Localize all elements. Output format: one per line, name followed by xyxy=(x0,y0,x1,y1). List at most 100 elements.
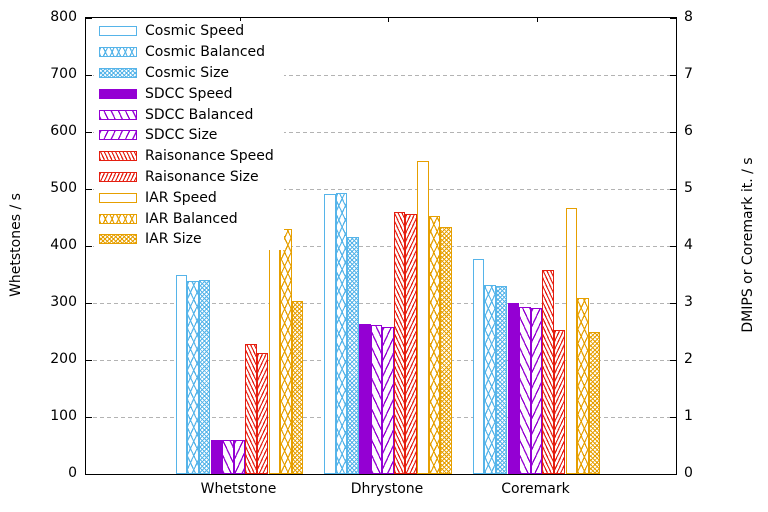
gridline-600 xyxy=(86,132,676,133)
legend-item-sdcc-speed: SDCC Speed xyxy=(99,83,274,104)
legend-item-sdcc-balanced: SDCC Balanced xyxy=(99,104,274,125)
gridline-500 xyxy=(86,189,676,190)
left-axis-tick-500 xyxy=(86,189,92,190)
y-axis-tick-label: 400 xyxy=(50,237,77,253)
bar-raisonance-size-dhrystone xyxy=(405,214,417,474)
y-axis-tick-label: 800 xyxy=(50,9,77,25)
bar-iar-speed-whetstone xyxy=(268,214,281,474)
legend-item-cosmic-speed: Cosmic Speed xyxy=(99,21,274,42)
plot-area: Cosmic Speed Cosmic Balanced Cosmic Size SD… xyxy=(85,17,677,475)
legend-swatch-cosmic-size xyxy=(99,67,137,78)
bar-cosmic-speed-whetstone xyxy=(175,275,188,474)
legend-swatch-sdcc-speed xyxy=(99,88,137,99)
gridline-300 xyxy=(86,303,676,304)
left-axis-tick-200 xyxy=(86,360,92,361)
bar-sdcc-speed-dhrystone xyxy=(359,323,371,474)
bar-raisonance-speed-coremark xyxy=(542,269,554,474)
bar-cosmic-speed-coremark xyxy=(472,259,485,474)
left-axis-tick-600 xyxy=(86,132,92,133)
x-tick-top-whetstone xyxy=(239,18,241,22)
y-axis-tick-label: 200 xyxy=(50,351,77,367)
legend-label-raisonance-size: Raisonance Size xyxy=(145,168,259,185)
gridline-400 xyxy=(86,246,676,247)
left-axis-tick-0 xyxy=(86,474,92,475)
y-axis-tick-label: 500 xyxy=(50,180,77,196)
legend-label-iar-balanced: IAR Balanced xyxy=(145,210,238,227)
y2-axis-tick-label: 3 xyxy=(684,294,693,310)
bar-sdcc-speed-whetstone xyxy=(210,439,223,474)
y-axis-tick-label: 700 xyxy=(50,66,77,82)
bar-cosmic-size-dhrystone xyxy=(347,237,359,474)
bar-iar-size-whetstone xyxy=(291,301,304,474)
bar-iar-speed-dhrystone xyxy=(417,160,429,474)
bar-cosmic-balanced-whetstone xyxy=(187,280,199,474)
bar-raisonance-speed-whetstone xyxy=(245,344,257,474)
bar-sdcc-size-dhrystone xyxy=(382,326,394,474)
legend-item-iar-balanced: IAR Balanced xyxy=(99,208,274,229)
x-axis-label-whetstone: Whetstone xyxy=(200,481,277,497)
bar-iar-size-dhrystone xyxy=(440,227,452,474)
right-axis-tick-5 xyxy=(670,189,676,190)
bar-raisonance-speed-dhrystone xyxy=(393,212,406,474)
right-axis-tick-7 xyxy=(670,75,676,76)
left-axis-tick-800 xyxy=(86,18,92,19)
bar-raisonance-size-whetstone xyxy=(256,353,269,474)
legend-label-cosmic-balanced: Cosmic Balanced xyxy=(145,44,266,61)
bar-sdcc-balanced-whetstone xyxy=(222,439,234,474)
legend-swatch-iar-balanced xyxy=(99,213,137,224)
y2-axis-tick-label: 6 xyxy=(684,123,693,139)
legend-swatch-raisonance-speed xyxy=(99,151,137,162)
right-axis-tick-1 xyxy=(670,417,676,418)
bar-iar-balanced-whetstone xyxy=(280,229,292,474)
y2-axis-tick-label: 0 xyxy=(684,465,693,481)
left-axis-tick-100 xyxy=(86,417,92,418)
legend-swatch-sdcc-size xyxy=(99,130,137,141)
bar-cosmic-size-whetstone xyxy=(198,279,211,474)
legend-item-cosmic-size: Cosmic Size xyxy=(99,63,274,84)
legend-swatch-raisonance-size xyxy=(99,171,137,182)
legend-item-iar-speed: IAR Speed xyxy=(99,187,274,208)
y-axis-tick-label: 300 xyxy=(50,294,77,310)
legend: Cosmic Speed Cosmic Balanced Cosmic Size SD… xyxy=(94,21,284,250)
legend-item-raisonance-speed: Raisonance Speed xyxy=(99,146,274,167)
legend-swatch-cosmic-speed xyxy=(99,26,137,37)
bar-cosmic-balanced-coremark xyxy=(484,285,496,474)
bar-sdcc-size-coremark xyxy=(530,307,543,474)
y2-axis-tick-label: 8 xyxy=(684,9,693,25)
bar-iar-speed-coremark xyxy=(565,208,578,474)
right-axis-tick-2 xyxy=(670,360,676,361)
y-axis-tick-label: 0 xyxy=(68,465,77,481)
bar-raisonance-size-coremark xyxy=(553,330,566,474)
legend-label-iar-size: IAR Size xyxy=(145,231,202,248)
legend-item-iar-size: IAR Size xyxy=(99,229,274,250)
y2-axis-tick-label: 2 xyxy=(684,351,693,367)
bar-sdcc-speed-coremark xyxy=(507,303,520,474)
bar-iar-balanced-dhrystone xyxy=(428,216,441,474)
x-axis-label-coremark: Coremark xyxy=(501,481,570,497)
legend-label-sdcc-balanced: SDCC Balanced xyxy=(145,106,254,123)
legend-item-raisonance-size: Raisonance Size xyxy=(99,167,274,188)
legend-label-raisonance-speed: Raisonance Speed xyxy=(145,148,274,165)
legend-label-sdcc-size: SDCC Size xyxy=(145,127,218,144)
left-axis-tick-700 xyxy=(86,75,92,76)
legend-item-cosmic-balanced: Cosmic Balanced xyxy=(99,42,274,63)
legend-label-iar-speed: IAR Speed xyxy=(145,189,217,206)
right-axis-tick-8 xyxy=(670,18,676,19)
legend-swatch-sdcc-balanced xyxy=(99,109,137,120)
bar-cosmic-speed-dhrystone xyxy=(324,193,336,474)
x-axis-label-dhrystone: Dhrystone xyxy=(350,481,424,497)
y2-axis-tick-label: 4 xyxy=(684,237,693,253)
bar-sdcc-size-whetstone xyxy=(233,440,246,474)
legend-label-sdcc-speed: SDCC Speed xyxy=(145,85,233,102)
bar-iar-size-coremark xyxy=(588,332,601,474)
bar-cosmic-size-coremark xyxy=(495,285,508,474)
left-axis-tick-400 xyxy=(86,246,92,247)
y-axis-tick-label: 600 xyxy=(50,123,77,139)
y-axis-tick-label: 100 xyxy=(50,408,77,424)
legend-item-sdcc-size: SDCC Size xyxy=(99,125,274,146)
bar-iar-balanced-coremark xyxy=(577,298,589,474)
y2-axis-tick-label: 5 xyxy=(684,180,693,196)
bar-cosmic-balanced-dhrystone xyxy=(335,192,348,474)
x-tick-top-coremark xyxy=(536,18,538,22)
